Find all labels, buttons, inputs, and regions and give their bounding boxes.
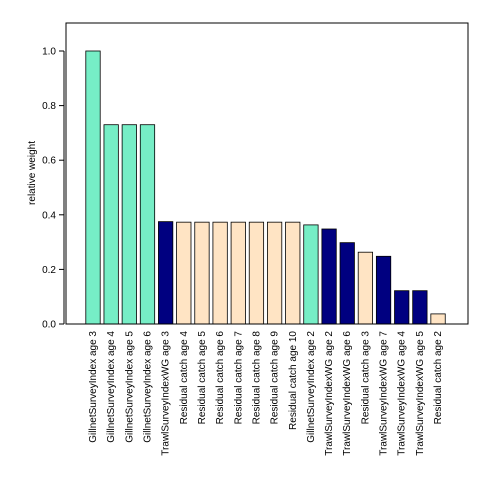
- y-tick-label: 0.4: [42, 210, 56, 221]
- bar-11: [266, 221, 283, 325]
- y-axis: 0.0 0.2 0.4 0.6 0.8 1.0: [42, 47, 65, 331]
- bar-5: [158, 221, 174, 325]
- x-tick-label: TrawlSurveyIndexWG age 6: [342, 331, 353, 456]
- x-tick-label: Residual catch age 8: [251, 331, 262, 425]
- bar-6: [176, 221, 192, 325]
- y-tick-label: 1.0: [42, 47, 56, 58]
- x-tick-label: TrawlSurveyIndexWG age 2: [324, 331, 335, 456]
- bars-group: [85, 50, 446, 325]
- bar-19: [412, 290, 428, 325]
- x-tick-label: Residual catch age 4: [179, 331, 190, 425]
- y-tick-label: 0.0: [42, 320, 56, 331]
- x-tick-label: GillnetSurveyIndex age 4: [106, 331, 117, 443]
- bar-3: [121, 124, 137, 325]
- bar-20: [430, 313, 446, 325]
- bar-12: [285, 221, 301, 325]
- x-tick-label: Residual catch age 10: [288, 331, 299, 430]
- x-tick-label: Residual catch age 7: [233, 331, 244, 425]
- bar-14: [321, 228, 337, 325]
- x-tick-label: TrawlSurveyIndexWG age 4: [397, 331, 408, 456]
- bar-2: [103, 124, 119, 325]
- bar-1: [85, 50, 101, 325]
- x-tick-label: Residual catch age 9: [270, 331, 281, 425]
- bar-8: [212, 221, 228, 325]
- bar-9: [230, 221, 246, 325]
- x-tick-label: Residual catch age 3: [360, 331, 371, 425]
- bar-10: [248, 221, 265, 325]
- plot-frame: [65, 22, 469, 325]
- bar-16: [357, 251, 374, 325]
- x-tick-label: GillnetSurveyIndex age 6: [142, 331, 153, 443]
- y-axis-title: relative weight: [27, 141, 38, 205]
- x-tick-label: GillnetSurveyIndex age 3: [88, 331, 99, 443]
- bar-18: [394, 290, 410, 325]
- x-tick-label: TrawlSurveyIndexWG age 7: [379, 331, 390, 456]
- y-tick-label: 0.8: [42, 101, 56, 112]
- x-tick-label: Residual catch age 5: [197, 331, 208, 425]
- x-tick-label: GillnetSurveyIndex age 2: [306, 331, 317, 443]
- bar-15: [339, 242, 355, 325]
- x-tick-label: GillnetSurveyIndex age 5: [124, 331, 135, 443]
- x-tick-label: Residual catch age 6: [215, 331, 226, 425]
- x-tick-label: TrawlSurveyIndexWG age 5: [415, 331, 426, 456]
- bar-7: [194, 221, 210, 325]
- x-tick-label: TrawlSurveyIndexWG age 3: [161, 331, 172, 456]
- y-tick-label: 0.2: [42, 265, 56, 276]
- bar-4: [139, 124, 156, 325]
- bar-17: [375, 255, 392, 325]
- x-tick-label: Residual catch age 2: [433, 331, 444, 425]
- y-tick-label: 0.6: [42, 156, 56, 167]
- x-axis-labels: GillnetSurveyIndex age 3 GillnetSurveyInd…: [88, 331, 444, 456]
- bar-13: [303, 224, 319, 325]
